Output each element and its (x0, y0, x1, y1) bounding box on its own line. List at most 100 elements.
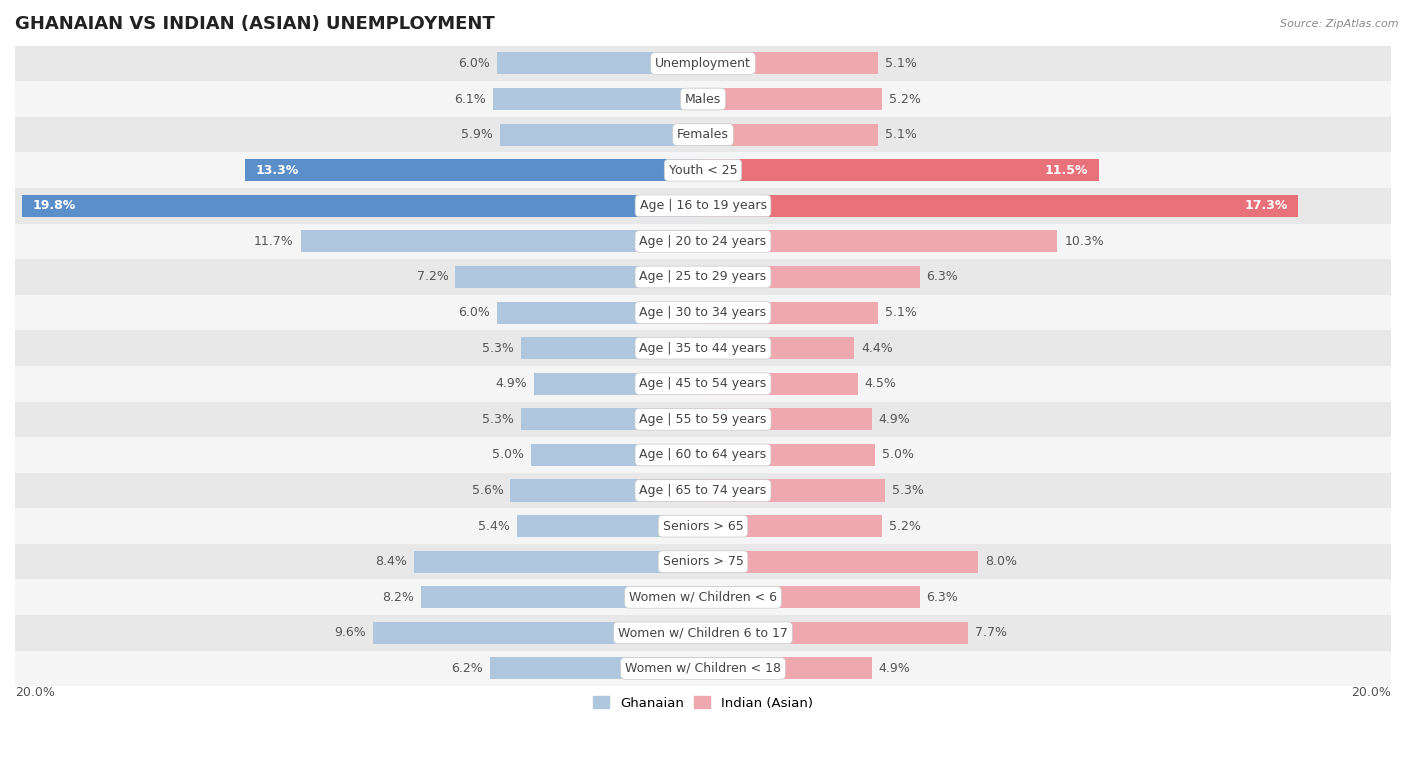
Bar (703, 408, 872, 431)
Bar (703, 88, 882, 110)
Text: Seniors > 65: Seniors > 65 (662, 519, 744, 533)
Bar (703, 444, 875, 466)
Bar (703, 479, 886, 502)
Bar (15, 544, 1391, 580)
Text: Seniors > 75: Seniors > 75 (662, 555, 744, 569)
Bar (534, 372, 703, 395)
Text: 17.3%: 17.3% (1244, 199, 1288, 212)
Bar (15, 152, 1391, 188)
Text: 7.7%: 7.7% (974, 626, 1007, 640)
Text: Age | 65 to 74 years: Age | 65 to 74 years (640, 484, 766, 497)
Bar (703, 337, 855, 360)
Text: Women w/ Children < 6: Women w/ Children < 6 (628, 590, 778, 604)
Text: 10.3%: 10.3% (1064, 235, 1104, 248)
Bar (15, 294, 1391, 330)
Bar (517, 515, 703, 537)
Text: 5.9%: 5.9% (461, 128, 494, 141)
Text: 5.2%: 5.2% (889, 519, 921, 533)
Bar (703, 550, 979, 573)
Text: 8.2%: 8.2% (382, 590, 413, 604)
Bar (373, 621, 703, 644)
Text: 5.1%: 5.1% (886, 306, 917, 319)
Bar (15, 508, 1391, 544)
Text: 6.0%: 6.0% (458, 306, 489, 319)
Bar (531, 444, 703, 466)
Bar (22, 195, 703, 217)
Text: 6.2%: 6.2% (451, 662, 482, 675)
Bar (15, 437, 1391, 472)
Bar (703, 159, 1098, 181)
Bar (703, 657, 872, 680)
Text: Age | 16 to 19 years: Age | 16 to 19 years (640, 199, 766, 212)
Text: Age | 55 to 59 years: Age | 55 to 59 years (640, 413, 766, 426)
Text: Women w/ Children < 18: Women w/ Children < 18 (626, 662, 780, 675)
Bar (15, 651, 1391, 687)
Text: 6.3%: 6.3% (927, 270, 959, 283)
Text: 5.3%: 5.3% (482, 341, 513, 355)
Text: 8.4%: 8.4% (375, 555, 408, 569)
Bar (520, 337, 703, 360)
Text: 4.9%: 4.9% (879, 413, 910, 426)
Bar (15, 615, 1391, 651)
Bar (703, 515, 882, 537)
Bar (15, 117, 1391, 152)
Bar (413, 550, 703, 573)
Text: 5.3%: 5.3% (482, 413, 513, 426)
Bar (489, 657, 703, 680)
Text: 11.5%: 11.5% (1045, 164, 1088, 176)
Bar (15, 259, 1391, 294)
Bar (501, 123, 703, 145)
Bar (15, 45, 1391, 81)
Text: 5.1%: 5.1% (886, 57, 917, 70)
Legend: Ghanaian, Indian (Asian): Ghanaian, Indian (Asian) (588, 691, 818, 715)
Bar (703, 586, 920, 609)
Text: Age | 20 to 24 years: Age | 20 to 24 years (640, 235, 766, 248)
Text: 6.0%: 6.0% (458, 57, 489, 70)
Text: Youth < 25: Youth < 25 (669, 164, 737, 176)
Text: Source: ZipAtlas.com: Source: ZipAtlas.com (1281, 19, 1399, 29)
Bar (496, 301, 703, 323)
Bar (520, 408, 703, 431)
Bar (15, 188, 1391, 223)
Bar (703, 230, 1057, 252)
Bar (703, 301, 879, 323)
Text: 4.9%: 4.9% (496, 377, 527, 391)
Text: Women w/ Children 6 to 17: Women w/ Children 6 to 17 (619, 626, 787, 640)
Text: 5.2%: 5.2% (889, 92, 921, 105)
Text: 20.0%: 20.0% (15, 687, 55, 699)
Bar (420, 586, 703, 609)
Bar (15, 223, 1391, 259)
Bar (15, 330, 1391, 366)
Bar (703, 195, 1298, 217)
Text: Age | 30 to 34 years: Age | 30 to 34 years (640, 306, 766, 319)
Bar (15, 580, 1391, 615)
Bar (15, 366, 1391, 401)
Text: 5.1%: 5.1% (886, 128, 917, 141)
Text: Unemployment: Unemployment (655, 57, 751, 70)
Text: 4.4%: 4.4% (862, 341, 893, 355)
Bar (246, 159, 703, 181)
Bar (703, 621, 967, 644)
Text: 5.0%: 5.0% (882, 448, 914, 462)
Text: Age | 25 to 29 years: Age | 25 to 29 years (640, 270, 766, 283)
Text: 5.3%: 5.3% (893, 484, 924, 497)
Text: Age | 45 to 54 years: Age | 45 to 54 years (640, 377, 766, 391)
Text: 4.5%: 4.5% (865, 377, 897, 391)
Bar (494, 88, 703, 110)
Text: 5.0%: 5.0% (492, 448, 524, 462)
Text: 11.7%: 11.7% (254, 235, 294, 248)
Text: Males: Males (685, 92, 721, 105)
Bar (496, 52, 703, 74)
Text: 5.4%: 5.4% (478, 519, 510, 533)
Text: 5.6%: 5.6% (471, 484, 503, 497)
Text: GHANAIAN VS INDIAN (ASIAN) UNEMPLOYMENT: GHANAIAN VS INDIAN (ASIAN) UNEMPLOYMENT (15, 15, 495, 33)
Text: 4.9%: 4.9% (879, 662, 910, 675)
Bar (15, 401, 1391, 437)
Bar (15, 472, 1391, 508)
Text: Females: Females (678, 128, 728, 141)
Bar (703, 52, 879, 74)
Bar (301, 230, 703, 252)
Text: Age | 35 to 44 years: Age | 35 to 44 years (640, 341, 766, 355)
Bar (510, 479, 703, 502)
Text: 13.3%: 13.3% (256, 164, 299, 176)
